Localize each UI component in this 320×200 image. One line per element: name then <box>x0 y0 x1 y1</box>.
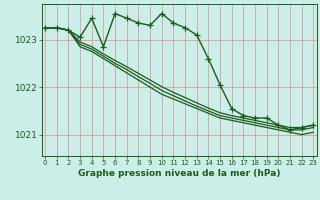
X-axis label: Graphe pression niveau de la mer (hPa): Graphe pression niveau de la mer (hPa) <box>78 169 280 178</box>
